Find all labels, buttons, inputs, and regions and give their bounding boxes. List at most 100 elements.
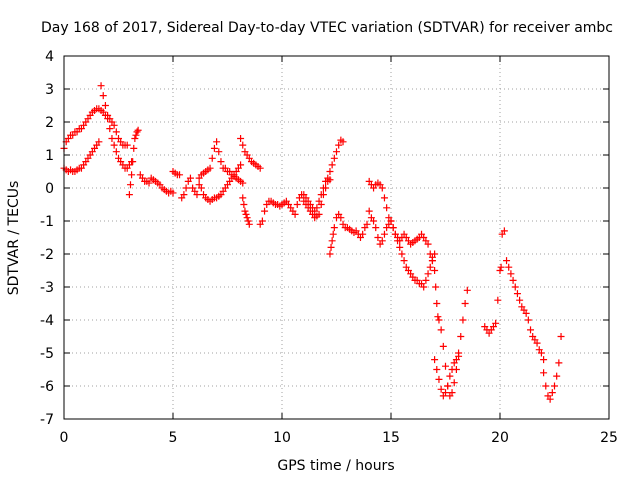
- data-point: [186, 174, 194, 182]
- data-point: [106, 125, 114, 133]
- data-point: [505, 263, 513, 271]
- data-point: [396, 243, 404, 251]
- data-point: [126, 181, 134, 189]
- series-arc-g: [256, 176, 334, 228]
- series-arc-k: [365, 207, 439, 291]
- data-point: [365, 207, 373, 215]
- data-point: [326, 250, 334, 258]
- data-point: [494, 296, 502, 304]
- data-point: [540, 356, 548, 364]
- data-point: [293, 201, 301, 208]
- data-point: [328, 237, 336, 245]
- data-point: [95, 138, 103, 146]
- data-point: [432, 283, 440, 291]
- y-tick-label: -1: [40, 214, 54, 230]
- data-point: [337, 214, 345, 222]
- data-point: [241, 207, 249, 215]
- data-point: [442, 389, 449, 397]
- data-point: [317, 191, 325, 199]
- data-point: [540, 369, 548, 377]
- data-point: [208, 154, 216, 162]
- data-point: [324, 174, 332, 182]
- y-tick-label: -3: [40, 280, 54, 296]
- data-point: [123, 141, 131, 149]
- data-point: [328, 161, 336, 169]
- data-point: [420, 283, 428, 291]
- data-point: [330, 224, 338, 232]
- data-point: [459, 316, 467, 324]
- data-point: [237, 161, 245, 169]
- data-points: [60, 82, 565, 403]
- data-point: [133, 128, 141, 136]
- x-tick-label: 25: [600, 430, 618, 446]
- series-arc-i: [326, 210, 371, 258]
- data-point: [256, 164, 264, 172]
- data-point: [497, 263, 505, 271]
- data-point: [213, 138, 221, 146]
- data-point: [197, 184, 205, 192]
- data-point: [239, 194, 247, 202]
- data-point: [131, 135, 139, 142]
- data-point: [240, 201, 248, 208]
- x-tick-label: 0: [60, 430, 69, 446]
- plot-frame: [63, 55, 610, 420]
- data-point: [108, 135, 116, 142]
- data-point: [261, 207, 269, 215]
- data-point: [180, 191, 188, 199]
- data-point: [444, 382, 452, 390]
- data-point: [110, 141, 118, 149]
- data-point: [245, 220, 253, 228]
- data-point: [448, 366, 456, 373]
- data-point: [551, 382, 558, 390]
- data-point: [448, 389, 456, 397]
- data-point: [437, 385, 445, 393]
- series-arc-c: [125, 126, 177, 199]
- y-axis-label: SDTVAR / TECUs: [6, 181, 22, 296]
- data-point: [315, 197, 323, 205]
- data-point: [398, 250, 406, 258]
- data-point: [527, 326, 535, 334]
- data-point: [363, 220, 371, 228]
- data-point: [370, 217, 378, 225]
- y-tick-label: -2: [40, 247, 54, 263]
- y-tick-label: -5: [40, 346, 54, 362]
- data-point: [335, 141, 343, 149]
- data-point: [313, 204, 321, 212]
- data-point: [492, 319, 500, 327]
- x-tick-label: 15: [382, 430, 400, 446]
- data-point: [326, 168, 334, 175]
- x-tick-label: 5: [169, 430, 178, 446]
- grid: [64, 56, 609, 419]
- data-point: [239, 179, 247, 187]
- data-point: [378, 237, 386, 245]
- data-point: [437, 326, 445, 334]
- data-point: [239, 141, 247, 149]
- data-point: [400, 257, 408, 265]
- data-point: [533, 339, 541, 347]
- data-point: [128, 171, 136, 179]
- data-point: [463, 286, 471, 294]
- data-point: [242, 210, 250, 218]
- data-point: [428, 253, 436, 261]
- series-arc-f: [237, 135, 264, 228]
- data-point: [500, 227, 508, 235]
- y-tick-label: 1: [45, 148, 54, 164]
- data-point: [496, 267, 504, 274]
- data-point: [327, 243, 335, 251]
- data-point: [442, 362, 449, 370]
- data-point: [446, 372, 454, 380]
- x-tick-label: 20: [491, 430, 509, 446]
- data-point: [104, 115, 112, 123]
- data-point: [380, 194, 388, 202]
- data-point: [450, 379, 458, 387]
- data-point: [101, 102, 109, 109]
- data-point: [555, 359, 563, 367]
- y-tick-label: 4: [45, 49, 54, 65]
- data-point: [387, 217, 395, 225]
- y-tick-label: 2: [45, 115, 54, 131]
- data-point: [130, 144, 138, 152]
- data-point: [380, 230, 388, 238]
- y-tick-label: -6: [40, 379, 54, 395]
- y-tick-label: 0: [45, 181, 54, 197]
